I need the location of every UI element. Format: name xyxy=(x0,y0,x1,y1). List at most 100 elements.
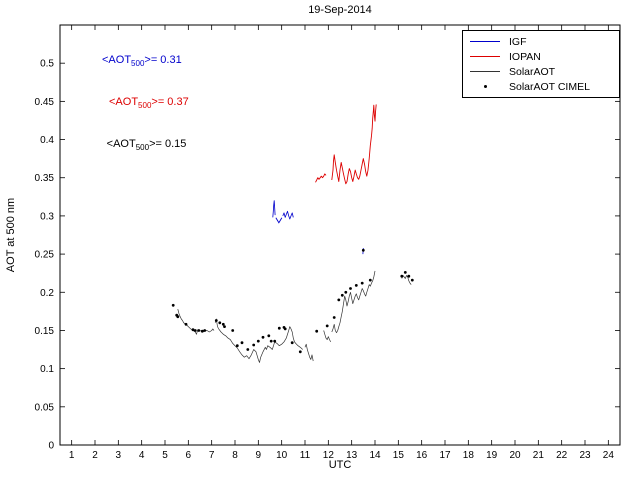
annotation-subscript: 500 xyxy=(131,59,145,69)
annotation-igf-mean: <AOT500>= 0.31 xyxy=(102,54,182,68)
scatter-point-solaraot-cimel xyxy=(337,298,341,302)
annotation-solaraot-mean: <AOT500>= 0.15 xyxy=(107,138,187,152)
x-tick-label: 11 xyxy=(300,450,311,461)
scatter-point-solaraot-cimel xyxy=(221,322,225,326)
series-line-solaraot xyxy=(323,330,332,343)
legend-label-solaraot-cimel: SolarAOT CIMEL xyxy=(509,80,590,93)
scatter-point-solaraot-cimel xyxy=(203,329,207,332)
legend-line-sample xyxy=(470,56,500,57)
x-tick-label: 5 xyxy=(162,450,168,461)
y-tick-label: 0.25 xyxy=(35,250,55,261)
legend-dot-marker xyxy=(483,85,487,88)
x-tick-label: 6 xyxy=(186,450,192,461)
legend: IGF IOPAN SolarAOT SolarAOT CIMEL xyxy=(462,30,620,98)
legend-item-iopan: IOPAN xyxy=(463,49,619,64)
series-line-iopan xyxy=(331,104,377,185)
scatter-point-solaraot-cimel xyxy=(223,325,226,328)
scatter-point-solaraot-cimel xyxy=(298,350,302,354)
scatter-point-solaraot-cimel xyxy=(283,327,287,331)
y-tick-label: 0 xyxy=(48,441,54,452)
scatter-point-solaraot-cimel xyxy=(410,278,414,282)
y-tick-label: 0.35 xyxy=(35,173,55,184)
scatter-point-solaraot-cimel xyxy=(261,335,265,339)
y-tick-label: 0.5 xyxy=(40,59,54,70)
y-tick-label: 0.15 xyxy=(35,326,55,337)
x-tick-label: 19 xyxy=(486,450,498,461)
scatter-point-solaraot-cimel xyxy=(240,341,244,345)
x-axis-label: UTC xyxy=(328,459,352,471)
scatter-point-solaraot-cimel xyxy=(354,284,358,287)
legend-label-igf: IGF xyxy=(509,35,527,48)
annotation-text: <AOT xyxy=(106,137,136,150)
scatter-point-solaraot-cimel xyxy=(403,271,407,274)
scatter-point-solaraot-cimel xyxy=(252,343,256,347)
legend-swatch-igf-line xyxy=(470,41,500,42)
scatter-point-solaraot-cimel xyxy=(368,278,372,282)
scatter-point-solaraot-cimel xyxy=(191,328,195,332)
y-tick-label: 0.2 xyxy=(40,288,54,299)
scatter-point-solaraot-cimel xyxy=(277,326,281,330)
scatter-point-solaraot-cimel xyxy=(235,344,239,348)
y-axis-label: AOT at 500 nm xyxy=(5,197,17,273)
x-tick-label: 2 xyxy=(92,450,98,461)
scatter-point-solaraot-cimel xyxy=(340,293,344,297)
legend-line-sample xyxy=(470,41,500,42)
x-tick-label: 4 xyxy=(139,450,145,461)
scatter-point-solaraot-cimel xyxy=(349,287,352,290)
legend-swatch-cimel-dot xyxy=(470,85,500,88)
legend-label-solaraot: SolarAOT xyxy=(509,65,556,78)
x-tick-label: 14 xyxy=(369,450,381,461)
scatter-point-solaraot-cimel xyxy=(267,334,271,338)
scatter-point-solaraot-cimel xyxy=(269,339,273,343)
y-tick-label: 0.4 xyxy=(40,135,54,146)
scatter-point-solaraot-cimel xyxy=(171,303,175,307)
series-line-iopan xyxy=(315,173,327,183)
x-tick-label: 22 xyxy=(556,450,568,461)
legend-swatch-iopan-line xyxy=(470,56,500,57)
legend-line-sample xyxy=(470,71,500,72)
series-line-solaraot xyxy=(214,318,303,363)
x-tick-label: 15 xyxy=(393,450,405,461)
x-tick-label: 16 xyxy=(416,450,428,461)
scatter-point-solaraot-cimel xyxy=(197,329,201,332)
scatter-point-solaraot-cimel xyxy=(231,329,235,332)
annotation-iopan-mean: <AOT500>= 0.37 xyxy=(109,96,189,110)
series-line-solaraot xyxy=(401,275,412,285)
scatter-point-solaraot-cimel xyxy=(176,315,180,319)
legend-item-solaraot: SolarAOT xyxy=(463,64,619,79)
y-tick-label: 0.05 xyxy=(35,402,55,413)
legend-item-solaraot-cimel: SolarAOT CIMEL xyxy=(463,79,619,94)
scatter-point-solaraot-cimel xyxy=(200,329,204,333)
scatter-point-solaraot-cimel xyxy=(315,329,319,333)
annotation-text: <AOT xyxy=(109,95,139,108)
legend-label-iopan: IOPAN xyxy=(509,50,541,63)
annotation-subscript: 500 xyxy=(138,100,152,110)
series-line-igf xyxy=(272,200,276,218)
legend-swatch-solaraot-line xyxy=(470,71,500,72)
x-tick-label: 8 xyxy=(232,450,238,461)
annotation-text: >= 0.15 xyxy=(149,137,187,150)
x-tick-label: 23 xyxy=(579,450,591,461)
scatter-point-solaraot-cimel xyxy=(273,339,277,343)
series-line-solaraot xyxy=(304,343,314,362)
x-tick-label: 12 xyxy=(323,450,335,461)
series-line-solaraot xyxy=(177,309,215,335)
y-tick-label: 0.45 xyxy=(35,97,55,108)
scatter-point-solaraot-cimel xyxy=(184,322,188,326)
x-tick-label: 21 xyxy=(533,450,545,461)
x-tick-label: 3 xyxy=(116,450,122,461)
x-tick-label: 20 xyxy=(509,450,521,461)
scatter-point-solaraot-cimel xyxy=(256,339,260,343)
annotation-subscript: 500 xyxy=(135,142,150,152)
series-line-igf xyxy=(282,210,294,220)
chart-title: 19-Sep-2014 xyxy=(308,4,372,16)
x-tick-label: 1 xyxy=(69,450,75,461)
legend-item-igf: IGF xyxy=(463,34,619,49)
x-tick-label: 13 xyxy=(346,450,358,461)
scatter-point-solaraot-cimel xyxy=(214,319,218,322)
x-tick-label: 18 xyxy=(463,450,475,461)
scatter-point-solaraot-cimel xyxy=(407,274,411,278)
x-tick-label: 17 xyxy=(439,450,451,461)
